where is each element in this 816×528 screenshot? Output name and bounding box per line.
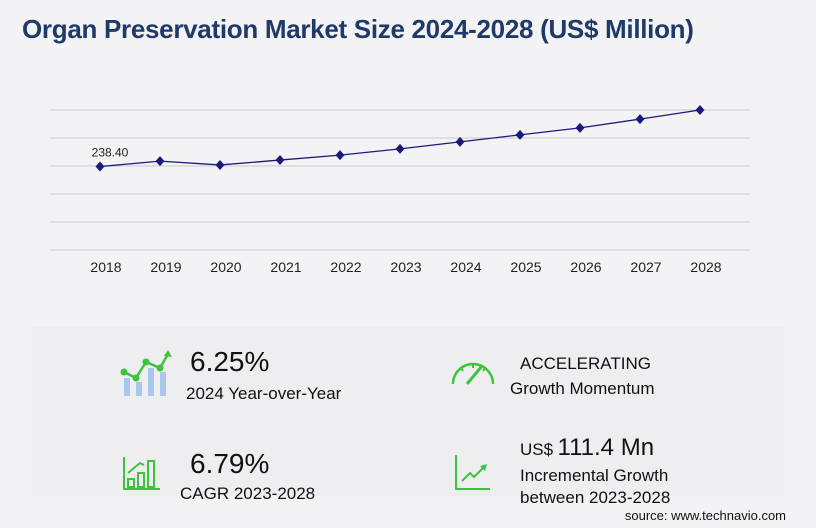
yoy-value: 6.25%: [190, 346, 270, 377]
bar-chart-icon: [123, 457, 160, 490]
x-tick-label: 2024: [450, 259, 481, 275]
data-point: [275, 155, 285, 166]
x-tick-label: 2019: [150, 259, 181, 275]
data-point: [215, 159, 225, 170]
data-point: [455, 136, 465, 147]
x-tick-label: 2021: [270, 259, 301, 275]
x-tick-label: 2020: [210, 259, 241, 275]
incremental-label-2: between 2023-2028: [520, 488, 671, 507]
currency-prefix: US$: [520, 440, 554, 459]
data-point: [95, 161, 105, 172]
incremental-value: 111.4 Mn: [557, 434, 655, 461]
data-point: [575, 122, 585, 133]
x-tick-label: 2028: [690, 259, 721, 275]
stats-panel: [32, 326, 784, 496]
incremental-growth: US$ 111.4 Mn: [520, 434, 654, 462]
source-text: source: www.technavio.com: [624, 508, 786, 523]
data-point: [515, 129, 525, 140]
data-label: 238.40: [92, 146, 129, 160]
momentum-label: Growth Momentum: [510, 379, 655, 398]
speedometer-icon: [451, 362, 495, 385]
data-point: [695, 105, 705, 115]
chart-title: Organ Preservation Market Size 2024-2028…: [22, 14, 694, 44]
x-tick-label: 2023: [390, 259, 421, 275]
data-point: [395, 143, 405, 154]
yoy-label: 2024 Year-over-Year: [186, 384, 342, 403]
x-tick-label: 2026: [570, 259, 601, 275]
cagr-value: 6.79%: [190, 448, 270, 479]
data-point: [335, 150, 345, 161]
data-point: [155, 156, 165, 167]
incremental-label-1: Incremental Growth: [520, 466, 669, 485]
x-tick-label: 2027: [630, 259, 661, 275]
data-point: [635, 114, 645, 125]
x-tick-label: 2025: [510, 259, 541, 275]
trend-up-icon: [455, 455, 490, 490]
line-chart: 2018 2019 2020 2021 2022 2023 2024 2025 2026 2027…: [50, 105, 750, 275]
x-tick-label: 2018: [90, 259, 121, 275]
growth-chart-icon: [120, 350, 172, 396]
x-tick-label: 2022: [330, 259, 361, 275]
cagr-label: CAGR 2023-2028: [180, 484, 316, 503]
momentum-value: ACCELERATING: [520, 354, 651, 373]
